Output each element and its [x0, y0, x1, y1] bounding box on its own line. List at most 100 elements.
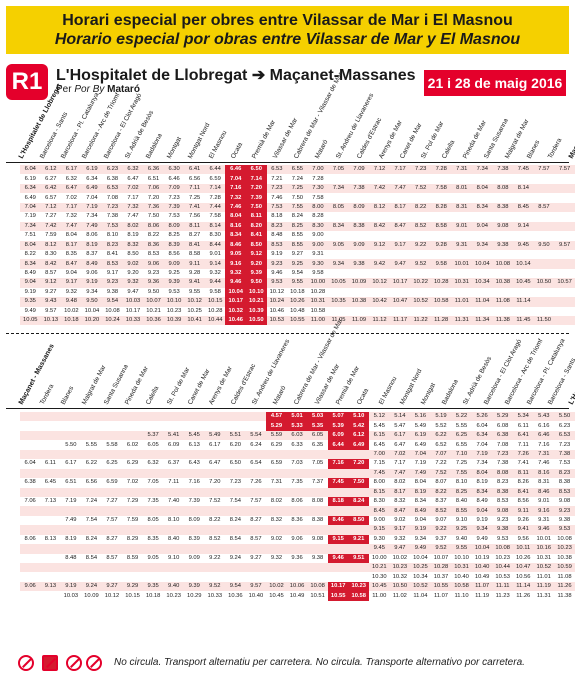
time-cell: 9.17 [389, 240, 411, 250]
time-cell: 10.17 [225, 297, 247, 307]
time-cell [122, 468, 143, 479]
time-cell: 10.28 [430, 563, 452, 573]
time-cell [101, 449, 123, 460]
time-cell: 7.28 [430, 165, 452, 175]
time-cell [327, 468, 349, 479]
time-cell: 10.12 [266, 287, 288, 298]
time-cell: 7.11 [163, 478, 184, 488]
time-cell: 9.56 [512, 534, 534, 545]
time-cell: 8.55 [287, 240, 308, 250]
time-cell: 10.06 [286, 581, 308, 592]
time-cell [286, 449, 308, 460]
time-cell [410, 249, 431, 260]
time-cell [513, 306, 534, 316]
time-cell: 8.55 [287, 231, 308, 241]
time-cell: 8.38 [492, 202, 514, 213]
time-cell: 9.19 [410, 525, 431, 535]
time-cell [533, 174, 555, 184]
station-header: St. Andreu de Llavaneres [250, 338, 291, 406]
time-cell: 5.58 [101, 440, 123, 450]
time-cell: 6.49 [410, 440, 431, 450]
time-cell: 8.28 [430, 202, 452, 213]
time-cell: 8.10 [102, 231, 123, 241]
time-cell [554, 297, 575, 307]
time-cell: 9.04 [20, 278, 41, 288]
time-cell [101, 430, 123, 441]
time-cell: 9.10 [451, 515, 472, 526]
time-cell: 11.19 [471, 591, 493, 601]
time-cell [40, 515, 61, 526]
time-cell [245, 487, 267, 497]
time-cell: 10.52 [410, 297, 431, 307]
time-cell: 8.44 [204, 240, 226, 250]
time-cell: 6.32 [142, 459, 164, 469]
time-cell: 5.16 [410, 412, 431, 422]
time-cell [20, 430, 41, 441]
time-cell: 7.52 [410, 183, 431, 194]
time-cell [369, 193, 390, 203]
time-cell: 6.41 [512, 430, 534, 441]
time-cell: 8.53 [102, 259, 123, 269]
time-cell [163, 449, 184, 460]
time-cell: 5.55 [451, 421, 472, 431]
bottom-header-rule [6, 408, 569, 409]
time-cell: 7.23 [554, 440, 575, 450]
time-cell [266, 563, 287, 573]
time-cell: 7.50 [287, 193, 308, 203]
time-cell: 9.23 [266, 259, 288, 269]
station-header: Tordera [546, 137, 564, 160]
time-cell: 9.46 [533, 525, 555, 535]
time-cell: 5.12 [369, 412, 390, 422]
section-divider [6, 333, 569, 334]
time-cell [492, 268, 514, 279]
time-cell: 10.26 [512, 553, 534, 563]
time-cell: 7.38 [554, 449, 575, 460]
time-cell [266, 572, 287, 582]
time-cell [101, 421, 123, 431]
time-cell: 9.54 [225, 581, 246, 592]
time-cell: 9.40 [451, 534, 472, 545]
time-cell: 7.16 [225, 183, 247, 194]
time-cell: 10.42 [369, 297, 390, 307]
time-cell: 9.53 [163, 287, 185, 298]
time-cell: 7.57 [554, 165, 575, 175]
station-header: Calella [144, 385, 161, 406]
time-cell: 10.08 [102, 306, 123, 316]
time-cell: 8.13 [40, 534, 61, 545]
time-cell: 9.12 [246, 249, 267, 260]
time-cell [513, 212, 534, 222]
time-cell: 8.08 [307, 496, 328, 507]
time-cell: 10.45 [369, 581, 390, 592]
time-cell: 7.54 [81, 515, 102, 526]
time-cell: 11.12 [369, 316, 390, 326]
time-cell: 8.49 [81, 259, 103, 269]
time-cell: 6.19 [81, 165, 103, 175]
time-cell [554, 249, 575, 260]
time-cell: 8.06 [20, 534, 41, 545]
time-cell: 7.27 [101, 496, 123, 507]
time-cell [81, 572, 102, 582]
time-cell [451, 174, 473, 184]
time-cell: 10.25 [410, 563, 431, 573]
time-cell: 10.22 [410, 278, 431, 288]
time-cell [451, 249, 473, 260]
time-cell: 8.00 [307, 202, 329, 213]
time-cell: 10.23 [389, 563, 411, 573]
bottom-timetable: 4.57 5.01 5.03 5.07 5.10 5.12 5.14 5.16 5.19 5.22… [20, 412, 575, 601]
time-cell: 10.04 [225, 287, 247, 298]
time-cell: 9.14 [204, 259, 226, 269]
time-cell: 7.17 [122, 193, 144, 203]
time-cell [245, 563, 267, 573]
time-cell [20, 515, 41, 526]
time-cell: 8.49 [20, 268, 41, 279]
time-cell: 8.48 [266, 231, 288, 241]
time-cell [410, 268, 431, 279]
timetable-row: 8.04 8.12 8.17 8.19 8.23 8.32 8.36 8.39 8.41 8.44… [20, 240, 575, 250]
time-cell: 8.08 [492, 183, 514, 194]
time-cell [20, 591, 41, 601]
time-cell [554, 259, 575, 269]
time-cell: 7.20 [204, 478, 226, 488]
time-cell: 7.04 [81, 193, 103, 203]
time-cell: 8.20 [246, 221, 267, 232]
time-cell [225, 572, 246, 582]
